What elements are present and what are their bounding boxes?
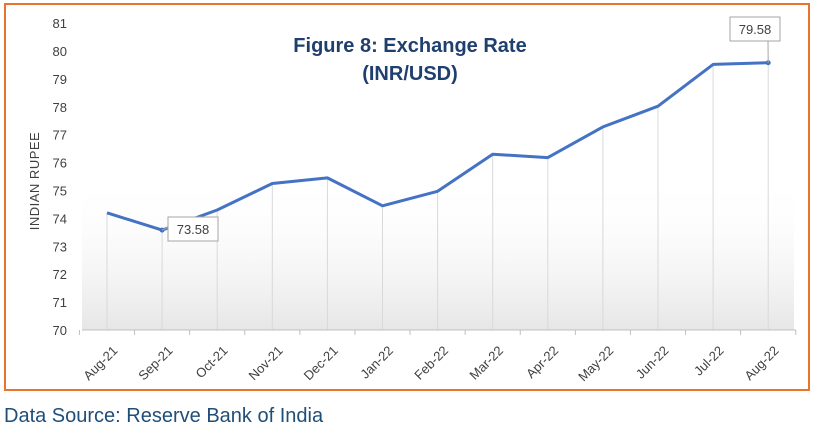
y-tick-label: 77 (53, 128, 67, 143)
x-tick-label: May-22 (575, 343, 616, 384)
data-callout-box (729, 16, 781, 42)
y-tick-label: 74 (53, 211, 67, 226)
x-tick-label: Apr-22 (523, 343, 561, 381)
x-tick-label: Oct-21 (192, 343, 230, 381)
y-tick-label: 80 (53, 44, 67, 59)
y-axis-label: INDIAN RUPEE (27, 132, 42, 230)
x-tick-label: Dec-21 (301, 343, 341, 383)
series-line (106, 61, 769, 232)
y-tick-label: 71 (53, 295, 67, 310)
x-tick-label: Jul-22 (691, 343, 727, 379)
data-label: 73.58 (177, 222, 210, 237)
data-label: 79.58 (739, 22, 772, 37)
x-tick-label: Nov-21 (246, 343, 286, 383)
y-tick-label: 78 (53, 100, 67, 115)
data-callout-box (167, 216, 219, 242)
x-tick-label: Mar-22 (466, 343, 506, 383)
data-source-note: Data Source: Reserve Bank of India (4, 405, 324, 427)
x-tick-label: Feb-22 (411, 343, 451, 383)
y-tick-label: 72 (53, 267, 67, 282)
y-tick-label: 73 (53, 239, 67, 254)
y-tick-label: 70 (53, 323, 67, 338)
x-tick-label: Jan-22 (357, 343, 396, 382)
chart-title-line2: (INR/USD) (362, 63, 458, 85)
x-tick-label: Sep-21 (135, 343, 175, 383)
x-tick-label: Aug-22 (741, 343, 781, 383)
y-tick-label: 75 (53, 184, 67, 199)
y-tick-label: 79 (53, 72, 67, 87)
x-tick-label: Jun-22 (633, 343, 672, 382)
y-tick-label: 81 (53, 16, 67, 31)
x-tick-label: Aug-21 (80, 343, 120, 383)
exchange-rate-chart: 70 71 72 73 74 75 76 77 78 79 80 81 Aug-21 Sep-21 Oct… (27, 16, 797, 384)
chart-title-line1: Figure 8: Exchange Rate (293, 35, 526, 57)
annotated-point (765, 60, 771, 66)
y-tick-label: 76 (53, 156, 67, 171)
